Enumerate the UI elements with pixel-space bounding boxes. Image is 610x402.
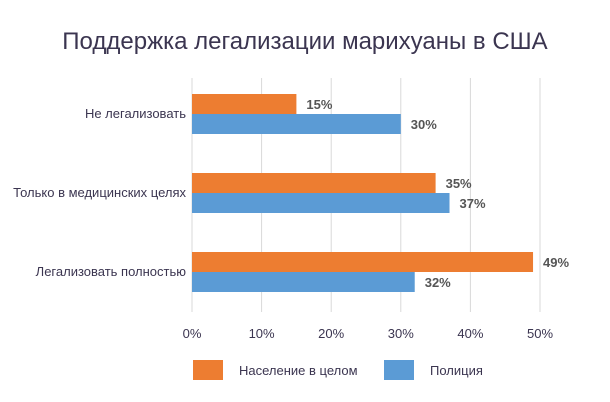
x-tick-label: 0% — [183, 326, 202, 341]
bar — [192, 173, 436, 193]
category-label: Только в медицинских целях — [13, 185, 186, 200]
legend-item-population: Население в целом — [193, 360, 358, 380]
category-label: Не легализовать — [85, 106, 186, 121]
chart-title: Поддержка легализации марихуаны в США — [62, 28, 548, 55]
data-label: 35% — [446, 176, 472, 191]
data-label: 49% — [543, 255, 569, 270]
legend-swatch-police — [384, 360, 414, 380]
bar — [192, 252, 534, 272]
bar — [192, 94, 297, 114]
legend-swatch-population — [193, 360, 223, 380]
x-tick-label: 20% — [318, 326, 344, 341]
bar — [192, 272, 415, 292]
legend-label: Население в целом — [239, 362, 358, 378]
data-label: 30% — [411, 117, 437, 132]
category-label: Легализовать полностью — [36, 264, 187, 279]
data-label: 37% — [460, 196, 486, 211]
data-label: 15% — [306, 97, 332, 112]
legend-item-police: Полиция — [384, 360, 483, 380]
x-tick-label: 30% — [388, 326, 414, 341]
x-tick-label: 50% — [527, 326, 553, 341]
legend-label: Полиция — [430, 362, 483, 378]
data-label: 32% — [425, 275, 451, 290]
x-tick-label: 10% — [249, 326, 275, 341]
bar — [192, 193, 450, 213]
x-tick-label: 40% — [457, 326, 483, 341]
bar — [192, 114, 401, 134]
